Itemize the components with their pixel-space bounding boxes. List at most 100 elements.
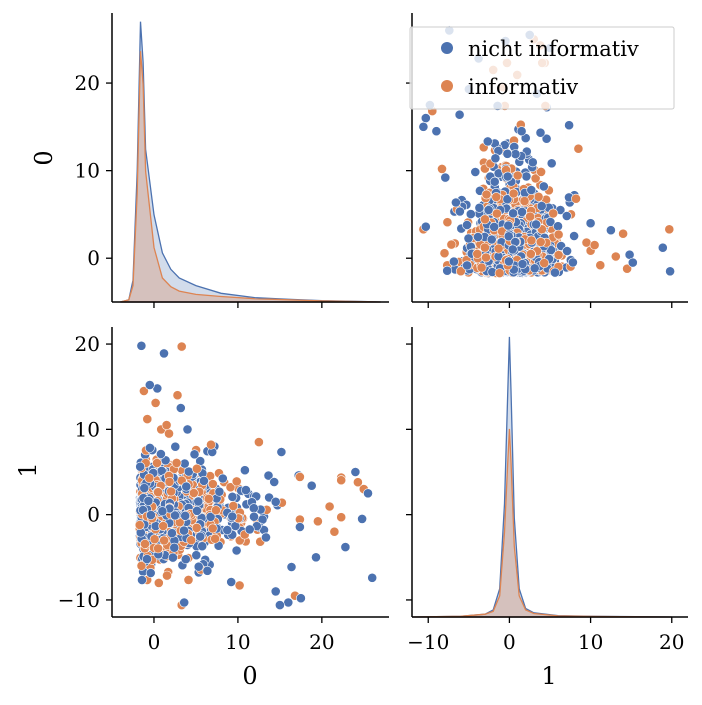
scatter-point-informativ <box>525 248 536 259</box>
scatter-point-informativ <box>324 501 335 512</box>
scatter-point-informativ <box>481 252 491 263</box>
scatter-point-nicht-informativ <box>483 205 494 215</box>
scatter-point-informativ <box>610 251 621 262</box>
labels-layer: 0 1 0 1 <box>14 150 557 690</box>
scatter-point-nicht-informativ <box>274 600 285 610</box>
scatter-point-informativ <box>352 477 363 488</box>
y-tick-label-var1: 20 <box>75 332 100 356</box>
scatter-point-informativ <box>526 235 537 246</box>
scatter-point-nicht-informativ <box>222 525 233 535</box>
scatter-point-informativ <box>153 578 164 588</box>
scatter-point-informativ <box>153 487 163 498</box>
scatter-point-nicht-informativ <box>564 120 574 131</box>
scatter-point-nicht-informativ <box>627 257 638 268</box>
scatter-point-nicht-informativ <box>217 473 228 484</box>
scatter-point-informativ <box>294 471 305 482</box>
x-tick-label-var1: −10 <box>407 630 449 654</box>
scatter-point-nicht-informativ <box>193 561 204 572</box>
kde-var0-nicht-informativ <box>120 21 381 303</box>
scatter-point-informativ <box>186 535 197 546</box>
scatter-point-informativ <box>618 228 628 239</box>
scatter-point-nicht-informativ <box>657 242 668 253</box>
scatter-point-nicht-informativ <box>546 158 557 169</box>
y-tick-label-var1: −10 <box>58 588 100 612</box>
scatter-point-informativ <box>442 217 453 228</box>
y-axis-title-row0: 0 <box>30 150 58 165</box>
scatter-point-nicht-informativ <box>205 511 216 522</box>
scatter-point-nicht-informativ <box>550 267 560 278</box>
scatter-point-informativ <box>539 258 550 268</box>
scatter-point-informativ <box>479 242 490 253</box>
scatter-point-nicht-informativ <box>145 510 156 520</box>
scatter-point-informativ <box>149 534 160 545</box>
panel-kde-var0 <box>120 21 381 303</box>
legend-marker-nicht-informativ <box>441 42 453 54</box>
scatter-point-nicht-informativ <box>517 206 527 217</box>
scatter-point-nicht-informativ <box>195 531 206 542</box>
scatter-point-nicht-informativ <box>470 167 481 177</box>
scatter-point-nicht-informativ <box>529 263 540 274</box>
x-tick-label-var0: 10 <box>225 630 250 654</box>
scatter-point-nicht-informativ <box>462 220 472 230</box>
scatter-point-nicht-informativ <box>136 340 147 351</box>
scatter-point-nicht-informativ <box>180 554 191 565</box>
scatter-point-nicht-informativ <box>181 481 192 492</box>
scatter-point-nicht-informativ <box>137 575 147 585</box>
scatter-point-nicht-informativ <box>538 181 549 192</box>
scatter-point-informativ <box>336 512 347 523</box>
scatter-point-nicht-informativ <box>295 593 306 604</box>
scatter-point-nicht-informativ <box>420 113 431 123</box>
scatter-point-informativ <box>536 166 546 177</box>
scatter-point-nicht-informativ <box>286 562 297 572</box>
legend-marker-informativ <box>441 80 453 92</box>
y-tick-label-var1: 0 <box>87 503 100 527</box>
scatter-point-informativ <box>162 570 172 581</box>
scatter-point-informativ <box>439 248 450 259</box>
legend-frame <box>409 26 675 110</box>
scatter-point-informativ <box>161 420 172 430</box>
scatter-point-informativ <box>136 560 147 571</box>
scatter-point-informativ <box>144 473 155 483</box>
scatter-point-nicht-informativ <box>166 528 177 539</box>
scatter-point-nicht-informativ <box>135 461 146 472</box>
scatter-point-nicht-informativ <box>516 126 527 137</box>
scatter-point-nicht-informativ <box>503 220 514 231</box>
scatter-point-nicht-informativ <box>226 577 237 587</box>
scatter-point-nicht-informativ <box>239 465 250 476</box>
scatter-point-nicht-informativ <box>526 185 537 195</box>
scatter-point-nicht-informativ <box>473 232 483 242</box>
scatter-point-informativ <box>312 516 323 527</box>
scatter-point-nicht-informativ <box>144 380 155 390</box>
scatter-point-informativ <box>191 463 202 474</box>
scatter-point-informativ <box>494 268 505 278</box>
scatter-point-nicht-informativ <box>363 488 373 499</box>
scatter-point-informativ <box>138 386 149 396</box>
scatter-point-informativ <box>206 439 216 450</box>
scatter-point-nicht-informativ <box>418 121 429 132</box>
scatter-point-nicht-informativ <box>420 221 431 232</box>
scatter-point-nicht-informativ <box>508 208 518 219</box>
scatter-point-nicht-informativ <box>170 510 180 521</box>
scatter-point-nicht-informativ <box>191 550 202 561</box>
scatter-point-nicht-informativ <box>465 209 476 219</box>
x-axis-title-col1: 1 <box>541 662 556 690</box>
legend: nicht informativ informativ <box>409 26 675 110</box>
scatter-point-informativ <box>158 521 169 531</box>
scatter-point-informativ <box>512 170 523 181</box>
scatter-point-nicht-informativ <box>541 133 552 144</box>
scatter-point-nicht-informativ <box>227 491 238 502</box>
scatter-point-nicht-informativ <box>179 597 190 608</box>
scatter-point-informativ <box>548 208 559 219</box>
scatter-point-nicht-informativ <box>276 447 287 457</box>
scatter-point-nicht-informativ <box>192 505 202 516</box>
scatter-point-informativ <box>571 193 581 204</box>
scatter-point-informativ <box>183 575 194 585</box>
scatter-point-nicht-informativ <box>244 524 255 535</box>
scatter-point-informativ <box>176 341 187 352</box>
scatter-point-nicht-informativ <box>517 259 528 269</box>
scatter-point-nicht-informativ <box>562 246 572 256</box>
scatter-point-nicht-informativ <box>489 176 500 187</box>
scatter-point-informativ <box>493 243 504 254</box>
scatter-point-nicht-informativ <box>248 503 259 514</box>
